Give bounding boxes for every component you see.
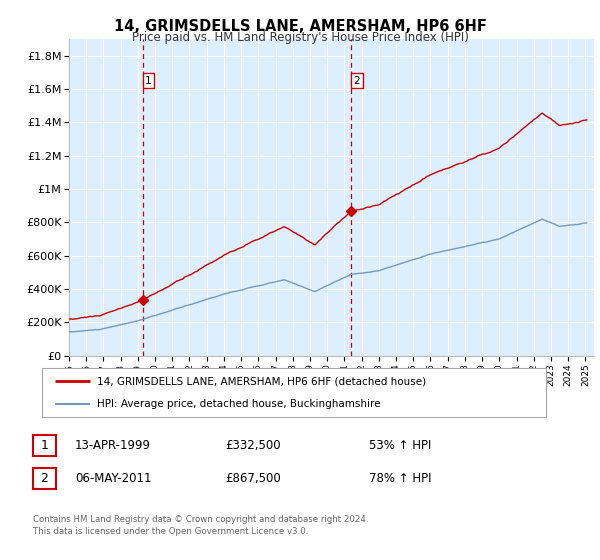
Text: 14, GRIMSDELLS LANE, AMERSHAM, HP6 6HF: 14, GRIMSDELLS LANE, AMERSHAM, HP6 6HF xyxy=(113,19,487,34)
Text: 1: 1 xyxy=(40,438,49,452)
Text: 06-MAY-2011: 06-MAY-2011 xyxy=(75,472,151,486)
Text: Contains HM Land Registry data © Crown copyright and database right 2024.
This d: Contains HM Land Registry data © Crown c… xyxy=(33,515,368,536)
Text: HPI: Average price, detached house, Buckinghamshire: HPI: Average price, detached house, Buck… xyxy=(97,399,381,409)
Text: 2: 2 xyxy=(353,76,360,86)
Text: 2: 2 xyxy=(40,472,49,486)
Text: 1: 1 xyxy=(145,76,152,86)
Text: Price paid vs. HM Land Registry's House Price Index (HPI): Price paid vs. HM Land Registry's House … xyxy=(131,31,469,44)
Text: 78% ↑ HPI: 78% ↑ HPI xyxy=(369,472,431,486)
Text: £867,500: £867,500 xyxy=(225,472,281,486)
Text: 14, GRIMSDELLS LANE, AMERSHAM, HP6 6HF (detached house): 14, GRIMSDELLS LANE, AMERSHAM, HP6 6HF (… xyxy=(97,376,427,386)
Text: £332,500: £332,500 xyxy=(225,438,281,452)
Text: 53% ↑ HPI: 53% ↑ HPI xyxy=(369,438,431,452)
Text: 13-APR-1999: 13-APR-1999 xyxy=(75,438,151,452)
